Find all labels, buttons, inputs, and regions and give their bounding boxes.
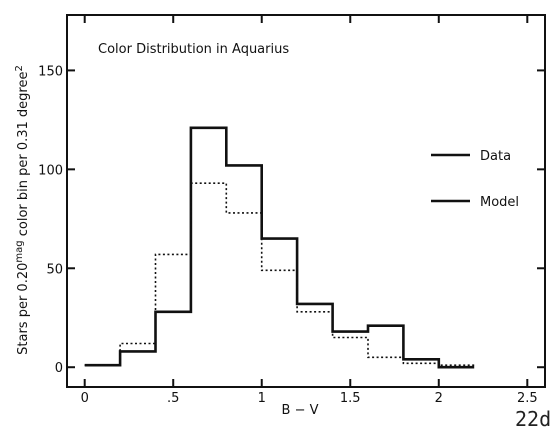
y-axis-label: Stars per 0.20mag color bin per 0.31 deg… <box>14 65 31 355</box>
y-axis-label-rest: color bin per 0.31 degree <box>16 72 31 241</box>
x-axis-label: B − V <box>282 403 319 418</box>
y-axis-label-sup-2: 2 <box>14 65 25 71</box>
x-tick-label: 0 <box>81 391 89 406</box>
plot-frame <box>66 14 546 388</box>
x-tick-label: 1.5 <box>340 391 361 406</box>
series-model-line <box>84 182 475 366</box>
x-tick-label: 2.5 <box>517 391 538 406</box>
y-tick-label: 50 <box>46 262 63 277</box>
figure-tag: 22d <box>515 407 551 431</box>
legend: Data Model <box>431 149 519 210</box>
y-tick-label: 100 <box>38 163 63 178</box>
y-ticks: 0 50 100 150 <box>38 64 545 376</box>
series-layer <box>84 126 475 369</box>
x-ticks: 0 .5 1 1.5 2 2.5 <box>81 15 538 406</box>
y-tick-label: 150 <box>38 64 63 79</box>
x-tick-label: 1 <box>258 391 266 406</box>
x-tick-label: .5 <box>167 391 179 406</box>
legend-label-model: Model <box>480 195 519 210</box>
legend-label-data: Data <box>480 149 511 164</box>
y-axis-label-main: Stars per 0.20 <box>16 263 31 355</box>
chart-title: Color Distribution in Aquarius <box>98 42 289 57</box>
y-tick-label: 0 <box>55 361 63 376</box>
x-tick-label: 2 <box>435 391 443 406</box>
series-data-line <box>84 126 475 369</box>
y-axis-label-sup-mag: mag <box>14 240 25 262</box>
